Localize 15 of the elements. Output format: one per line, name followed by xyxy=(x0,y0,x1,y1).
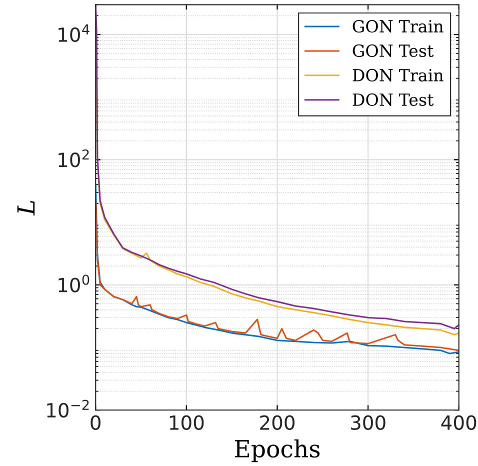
legend-label: DON Test xyxy=(352,93,434,106)
y-tick-label: 10$^{−2}$ xyxy=(47,400,89,418)
y-tick-label: 10$^{0}$ xyxy=(58,274,90,292)
legend-label: GON Train xyxy=(352,20,444,33)
x-axis-title: Epochs xyxy=(234,439,320,462)
y-tick-label: 10$^{4}$ xyxy=(58,24,90,42)
x-tick-label: 0 xyxy=(90,415,100,430)
y-tick-label: 10$^{2}$ xyxy=(58,149,89,168)
x-tick-label: 200 xyxy=(260,415,295,430)
x-tick-label: 100 xyxy=(170,415,204,430)
x-tick-label: 300 xyxy=(350,415,386,430)
x-tick-label: 400 xyxy=(441,415,476,430)
legend-label: GON Test xyxy=(352,44,434,58)
y-axis-title: L xyxy=(17,200,35,216)
legend-label: DON Train xyxy=(352,68,444,82)
